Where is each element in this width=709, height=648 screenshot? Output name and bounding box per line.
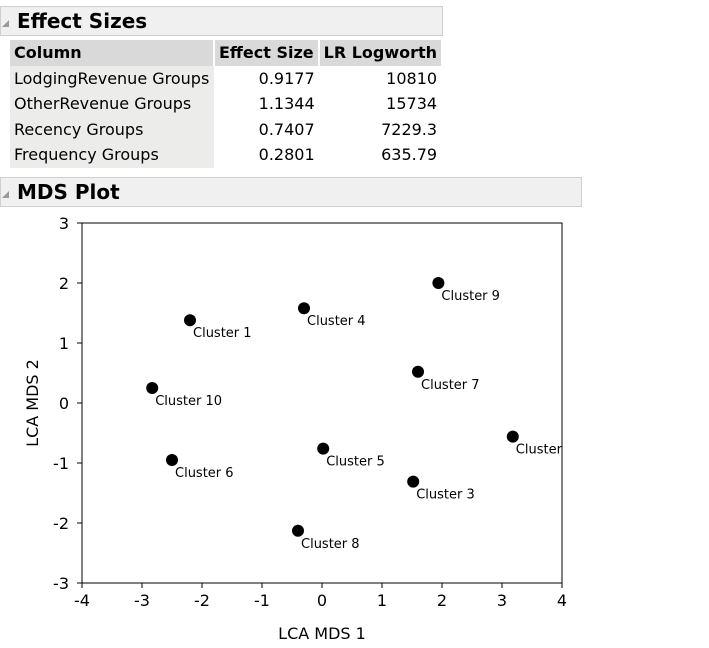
column-header-effect-size[interactable]: Effect Size	[214, 40, 320, 66]
disclosure-triangle-icon[interactable]	[2, 191, 9, 198]
row-effect-size: 1.1344	[258, 94, 315, 114]
row-effect-size: 0.7407	[258, 119, 315, 139]
column-header-lr-logworth[interactable]: LR Logworth	[318, 40, 442, 66]
y-tick-label: -1	[53, 454, 69, 473]
effect-sizes-header[interactable]: Effect Sizes	[0, 6, 443, 36]
data-point-label: Cluster 4	[307, 314, 366, 329]
row-column-name: OtherRevenue Groups	[10, 91, 214, 117]
data-point-label: Cluster 3	[416, 488, 475, 503]
column-header-column[interactable]: Column	[10, 40, 215, 66]
row-lr-logworth: 635.79	[381, 145, 438, 165]
x-tick-label: -1	[254, 591, 270, 610]
y-tick-label: -2	[53, 514, 69, 533]
row-column-name: Frequency Groups	[10, 142, 214, 168]
data-point-label: Cluster	[516, 443, 563, 458]
data-point-label: Cluster 8	[301, 537, 360, 552]
y-tick-label: -3	[53, 574, 69, 593]
x-axis-label: LCA MDS 1	[278, 624, 366, 643]
data-point	[432, 277, 445, 289]
mds-plot-header[interactable]: MDS Plot	[0, 177, 582, 207]
data-point	[298, 302, 310, 315]
data-point-label: Cluster 5	[326, 455, 385, 470]
x-tick-label: 4	[557, 591, 567, 610]
table-header-row: Column Effect Size LR Logworth	[10, 40, 442, 66]
section-title: Effect Sizes	[17, 9, 148, 33]
table-row: OtherRevenue Groups 1.1344 15734	[10, 91, 441, 117]
x-tick-label: -4	[74, 591, 90, 610]
row-column-name: Recency Groups	[10, 116, 214, 142]
x-tick-label: 0	[317, 591, 327, 610]
mds-scatter-plot: -4 -3 -2 -1 0 1 2 3 4 -3 -2 -1 0 1 2 3 LCA MDS 1 LCA MDS …	[23, 214, 567, 643]
x-tick-label: 2	[437, 591, 447, 610]
data-point	[506, 430, 519, 443]
data-point-label: Cluster 1	[193, 326, 252, 341]
data-point-label: Cluster 10	[155, 394, 222, 409]
y-axis-label: LCA MDS 2	[23, 359, 42, 447]
data-point	[146, 382, 159, 394]
y-tick-label: 3	[59, 214, 69, 233]
x-tick-label: -2	[194, 591, 210, 610]
row-lr-logworth: 7229.3	[381, 119, 438, 139]
row-effect-size: 0.2801	[258, 145, 315, 165]
data-point	[184, 314, 196, 327]
data-point	[166, 454, 178, 466]
data-point	[412, 365, 424, 378]
y-tick-label: 0	[59, 394, 69, 413]
x-tick-label: 3	[497, 591, 507, 610]
disclosure-triangle-icon[interactable]	[2, 20, 9, 27]
data-point-label: Cluster 9	[441, 289, 500, 304]
row-lr-logworth: 15734	[386, 94, 438, 114]
data-point-label: Cluster 6	[175, 466, 234, 481]
data-point	[407, 475, 420, 488]
x-tick-label: -3	[134, 591, 150, 610]
data-point	[317, 442, 330, 455]
section-title: MDS Plot	[17, 180, 120, 204]
row-effect-size: 0.9177	[258, 68, 315, 88]
data-point	[292, 524, 304, 537]
table-row: Recency Groups 0.7407 7229.3	[10, 116, 441, 142]
x-tick-label: 1	[377, 591, 387, 610]
y-tick-label: 2	[59, 274, 69, 293]
row-column-name: LodgingRevenue Groups	[10, 65, 214, 91]
effect-sizes-table: Column Effect Size LR Logworth LodgingRe…	[10, 40, 442, 168]
table-row: LodgingRevenue Groups 0.9177 10810	[10, 65, 441, 91]
data-point-label: Cluster 7	[421, 378, 480, 393]
row-lr-logworth: 10810	[386, 68, 438, 88]
plot-frame	[81, 222, 563, 584]
table-row: Frequency Groups 0.2801 635.79	[10, 142, 441, 168]
y-tick-label: 1	[59, 334, 69, 353]
